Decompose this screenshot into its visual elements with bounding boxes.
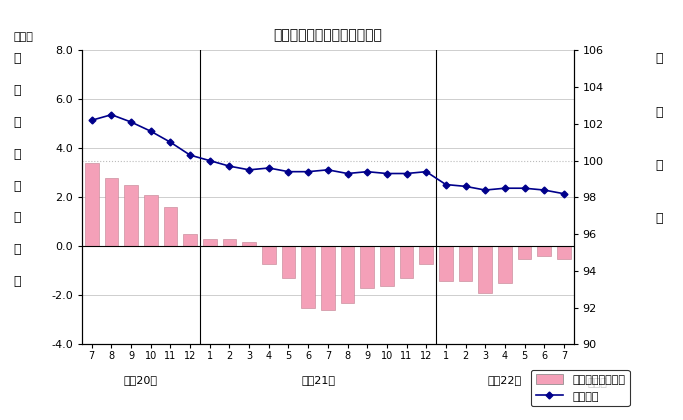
- Bar: [557, 247, 571, 259]
- Legend: 対前年同月上昇率, 総合指数: 対前年同月上昇率, 総合指数: [531, 370, 630, 406]
- Bar: [223, 239, 236, 247]
- Text: 月: 月: [14, 179, 20, 192]
- Bar: [361, 247, 374, 288]
- Text: 平成22年: 平成22年: [488, 375, 522, 385]
- Text: 対: 対: [14, 52, 20, 65]
- Text: 合: 合: [656, 105, 663, 118]
- Bar: [498, 247, 512, 283]
- Bar: [459, 247, 473, 281]
- Text: 年: 年: [14, 116, 20, 129]
- Text: 総: 総: [656, 52, 663, 65]
- Bar: [538, 247, 551, 256]
- Bar: [341, 247, 354, 303]
- Bar: [419, 247, 433, 264]
- Bar: [124, 185, 138, 247]
- Bar: [321, 247, 335, 310]
- Title: 鳥取市消費者物価指数の推移: 鳥取市消費者物価指数の推移: [273, 28, 382, 42]
- Bar: [203, 239, 217, 247]
- Text: 同: 同: [14, 148, 20, 161]
- Bar: [164, 207, 178, 247]
- Bar: [242, 241, 256, 247]
- Bar: [478, 247, 492, 293]
- Text: 前: 前: [14, 84, 20, 97]
- Bar: [262, 247, 276, 264]
- Bar: [439, 247, 453, 281]
- Text: 率: 率: [14, 275, 20, 288]
- Text: （月）: （月）: [587, 378, 607, 388]
- Bar: [281, 247, 295, 278]
- Bar: [301, 247, 315, 307]
- Text: 指: 指: [656, 159, 663, 172]
- Text: 昇: 昇: [14, 243, 20, 256]
- Text: 平成21年: 平成21年: [301, 375, 335, 385]
- Bar: [518, 247, 531, 259]
- Bar: [144, 195, 158, 247]
- Text: 上: 上: [14, 211, 20, 224]
- Bar: [400, 247, 413, 278]
- Bar: [183, 234, 197, 247]
- Bar: [85, 163, 98, 247]
- Text: 平成20年: 平成20年: [124, 375, 158, 385]
- Text: （％）: （％）: [14, 32, 33, 42]
- Bar: [104, 178, 118, 247]
- Bar: [380, 247, 393, 286]
- Text: 数: 数: [656, 212, 663, 225]
